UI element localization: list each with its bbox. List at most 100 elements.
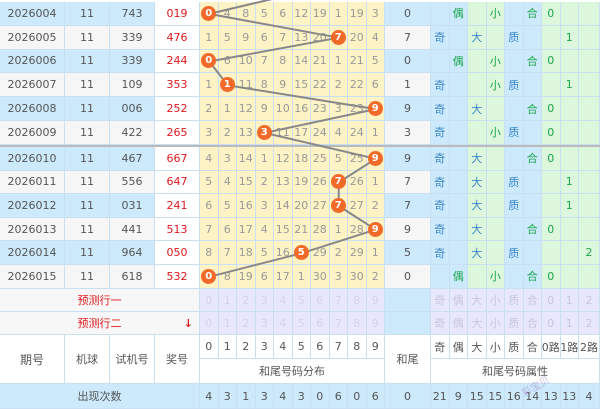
distribution-cell: 3 <box>218 147 237 171</box>
attribute-cell <box>542 170 561 195</box>
attribute-cell: 大 <box>468 147 487 171</box>
prediction-attr-cell[interactable]: 奇 <box>431 312 450 335</box>
distribution-cell: 12 <box>237 97 256 121</box>
prediction-digit-cell[interactable]: 3 <box>255 289 274 312</box>
tail-cell: 7 <box>385 170 431 195</box>
distribution-cell: 27 <box>348 194 367 218</box>
attribute-cell <box>579 73 600 98</box>
attribute-cell <box>449 97 468 121</box>
prediction-attr-cell[interactable]: 小 <box>486 289 505 312</box>
header-digit: 0 <box>200 335 219 359</box>
prediction-attr-cell[interactable]: 0 <box>542 289 561 312</box>
count-attr: 4 <box>579 384 600 409</box>
distribution-cell: 19 <box>292 170 311 195</box>
distribution-cell: 3 <box>200 121 219 145</box>
distribution-cell: 6 <box>218 217 237 242</box>
attribute-cell <box>542 241 561 265</box>
attribute-cell: 合 <box>523 217 542 242</box>
prediction-digit-cell[interactable]: 9 <box>366 312 385 335</box>
distribution-cell: 5 <box>329 147 348 171</box>
distribution-cell: 8 <box>274 49 293 74</box>
prediction-digit-cell[interactable]: 7 <box>329 289 348 312</box>
prediction-attr-cell[interactable]: 小 <box>486 312 505 335</box>
prediction-attr-cell[interactable]: 1 <box>560 312 579 335</box>
prediction-digit-cell[interactable]: 8 <box>348 312 367 335</box>
prediction-digit-cell[interactable]: 6 <box>311 312 330 335</box>
prediction-attr-cell[interactable]: 大 <box>468 312 487 335</box>
prediction-attr-cell[interactable]: 奇 <box>431 289 450 312</box>
count-digit: 4 <box>274 384 293 409</box>
attribute-cell: 小 <box>486 265 505 289</box>
prediction-attr-cell[interactable]: 合 <box>523 312 542 335</box>
prediction-attr-cell[interactable]: 质 <box>505 289 524 312</box>
attribute-cell <box>523 170 542 195</box>
ball-cell: 11 <box>65 49 110 74</box>
test-number-cell: 339 <box>110 49 155 74</box>
attribute-cell: 质 <box>505 194 524 218</box>
attribute-cell <box>523 25 542 50</box>
prediction-attr-cell[interactable]: 质 <box>505 312 524 335</box>
prediction-attr-cell[interactable]: 2 <box>579 289 600 312</box>
prediction-digit-cell[interactable]: 1 <box>218 289 237 312</box>
prediction-attr-cell[interactable]: 偶 <box>449 289 468 312</box>
prediction-digit-cell[interactable]: 0 <box>200 289 219 312</box>
header-digit: 5 <box>292 335 311 359</box>
prize-number-cell: 476 <box>155 25 200 50</box>
distribution-cell: 14 <box>292 49 311 74</box>
distribution-cell: 2 <box>218 121 237 145</box>
distribution-cell: 1 <box>329 2 348 26</box>
tail-cell: 9 <box>385 217 431 242</box>
distribution-cell: 19 <box>311 2 330 26</box>
distribution-cell: 5 <box>292 241 311 265</box>
attribute-cell: 奇 <box>431 121 450 145</box>
prediction-digit-cell[interactable]: 6 <box>311 289 330 312</box>
distribution-cell: 20 <box>292 194 311 218</box>
period-cell: 2026006 <box>0 49 65 74</box>
prize-number-cell: 241 <box>155 194 200 218</box>
prediction-digit-cell[interactable]: 8 <box>348 289 367 312</box>
distribution-cell: 22 <box>348 73 367 98</box>
distribution-cell: 9 <box>366 97 385 121</box>
prediction-digit-cell[interactable]: 3 <box>255 312 274 335</box>
tail-cell: 1 <box>385 73 431 98</box>
distribution-cell: 17 <box>274 265 293 289</box>
attribute-cell: 0 <box>542 49 561 74</box>
header-ball: 机球 <box>65 335 110 384</box>
distribution-cell: 2 <box>329 73 348 98</box>
prediction-attr-cell[interactable]: 2 <box>579 312 600 335</box>
period-cell: 2026008 <box>0 97 65 121</box>
prediction-attr-cell[interactable]: 合 <box>523 289 542 312</box>
prediction-digit-cell[interactable]: 0 <box>200 312 219 335</box>
header-distribution-label: 和尾号码分布 <box>200 359 385 384</box>
prediction-digit-cell[interactable]: 5 <box>292 289 311 312</box>
prediction-attr-cell[interactable]: 0 <box>542 312 561 335</box>
header-digit: 4 <box>274 335 293 359</box>
hit-ball: 7 <box>330 29 346 45</box>
prediction-attr-cell[interactable]: 大 <box>468 289 487 312</box>
ball-cell: 11 <box>65 241 110 265</box>
prediction-attr-cell[interactable]: 偶 <box>449 312 468 335</box>
header-attr: 奇 <box>431 335 450 359</box>
header-attr: 小 <box>486 335 505 359</box>
prediction-attr-cell[interactable]: 1 <box>560 289 579 312</box>
distribution-cell: 4 <box>366 25 385 50</box>
prediction-digit-cell[interactable]: 2 <box>237 312 256 335</box>
arrow-down-icon[interactable]: ↓ <box>183 316 193 330</box>
period-cell: 2026013 <box>0 217 65 242</box>
period-cell: 2026004 <box>0 2 65 26</box>
attribute-cell: 奇 <box>431 170 450 195</box>
ball-cell: 11 <box>65 121 110 145</box>
distribution-cell: 6 <box>366 73 385 98</box>
prediction-digit-cell[interactable]: 4 <box>274 289 293 312</box>
count-digit: 4 <box>200 384 219 409</box>
prediction-digit-cell[interactable]: 2 <box>237 289 256 312</box>
prediction-digit-cell[interactable]: 1 <box>218 312 237 335</box>
prediction-digit-cell[interactable]: 7 <box>329 312 348 335</box>
prediction-digit-cell[interactable]: 4 <box>274 312 293 335</box>
attribute-cell <box>449 170 468 195</box>
distribution-cell: 13 <box>292 25 311 50</box>
tail-cell: 0 <box>385 2 431 26</box>
prediction-digit-cell[interactable]: 9 <box>366 289 385 312</box>
prediction-digit-cell[interactable]: 5 <box>292 312 311 335</box>
test-number-cell: 109 <box>110 73 155 98</box>
